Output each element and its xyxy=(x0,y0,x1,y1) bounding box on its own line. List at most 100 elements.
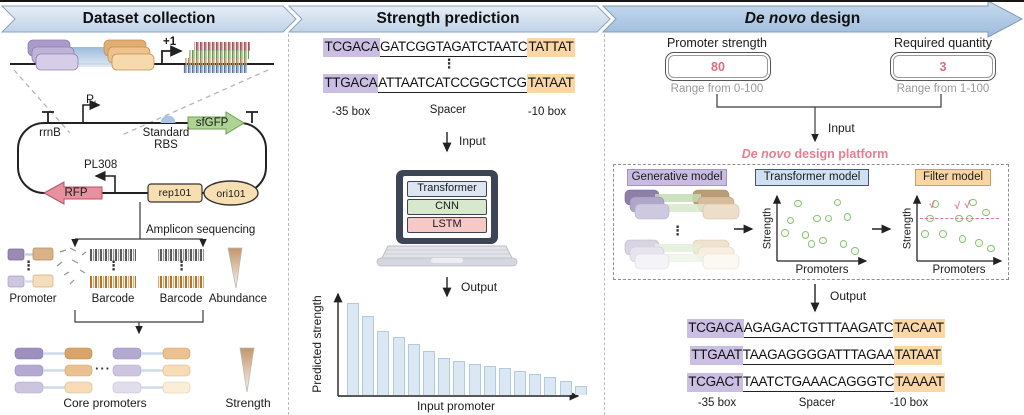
tss-arrow xyxy=(161,45,183,64)
check-icon: √ xyxy=(964,199,971,211)
bar xyxy=(453,361,466,395)
scatter1-xlabel: Promoters xyxy=(795,264,849,276)
data-point xyxy=(987,244,995,253)
input-sequence-row: TCGACA GATCGGTAGATCTAATC TATTAT xyxy=(295,38,603,57)
ori101-label: ori101 xyxy=(216,188,246,200)
bar xyxy=(362,316,375,395)
strength-label: Strength xyxy=(225,396,271,410)
input-label-p2: Input xyxy=(459,134,486,148)
output-label-p3: Output xyxy=(830,289,867,303)
rfp-label: RFP xyxy=(64,187,88,199)
data-point xyxy=(969,198,977,207)
banner-step-dataset: Dataset collection xyxy=(82,10,216,27)
barcode-col-label-2: Barcode xyxy=(159,293,203,305)
bar xyxy=(377,331,390,395)
minus10-box-label: -10 box xyxy=(527,106,567,118)
model-cnn: CNN xyxy=(407,199,487,215)
spacer-seq: TAAGAGGGGATTTAGAA xyxy=(742,346,894,365)
panel-divider-2 xyxy=(604,34,605,415)
vdots-sequences-p2: ⋮ xyxy=(442,56,456,71)
rbs-label-line1: Standard xyxy=(142,127,190,139)
bar xyxy=(529,374,542,395)
output-sequence-row: TTGAAT TAAGAGGGGATTTAGAA TATAAT xyxy=(686,346,946,365)
minus35-seq: TCGACA xyxy=(687,319,744,338)
vdots-barcode1: ⋮ xyxy=(107,258,120,273)
generative-model-stacks xyxy=(624,189,740,270)
core-promoter-library xyxy=(14,347,255,394)
data-point xyxy=(819,236,827,244)
data-point xyxy=(794,199,802,208)
bar xyxy=(422,351,435,395)
abundance-gradient-triangle xyxy=(227,247,243,289)
terminator-left-icon xyxy=(42,111,54,123)
bar xyxy=(574,386,587,395)
read-fragments xyxy=(56,247,87,285)
top-border-line xyxy=(0,0,1024,2)
barcode-strip-2b xyxy=(158,276,204,288)
barcode-ribbons xyxy=(183,42,250,73)
minus35-seq: TCGACT xyxy=(687,373,743,392)
pl308-label: PL308 xyxy=(84,159,118,171)
platform-title: De novo design platform xyxy=(690,148,940,161)
minus10-seq: TATAAT xyxy=(526,74,575,93)
process-banner xyxy=(0,0,1024,38)
data-point xyxy=(958,235,967,243)
abundance-col-label: Abundance xyxy=(208,293,268,305)
data-point xyxy=(813,214,821,223)
bar xyxy=(514,371,527,395)
promoter-strength-range: Range from 0-100 xyxy=(670,83,764,95)
minus35-library-stack xyxy=(27,39,79,71)
minus10-library-stack xyxy=(103,39,155,71)
plasmid-map xyxy=(17,99,267,206)
core-promoters-label: Core promoters xyxy=(63,396,147,410)
scatter-axes-filter xyxy=(912,194,1003,266)
scatter-axes-transformer xyxy=(772,194,868,266)
platform-title-italic: De novo xyxy=(741,147,792,161)
minus35-seq: TTGAAT xyxy=(690,346,743,365)
scatter2-xlabel: Promoters xyxy=(932,264,986,276)
promoter-strength-value: 80 xyxy=(668,55,768,78)
bar xyxy=(498,368,511,395)
data-point xyxy=(851,247,859,255)
core-promoter-row xyxy=(112,347,191,394)
ori101-ellipse xyxy=(203,180,259,206)
data-point xyxy=(843,213,852,221)
bar xyxy=(438,358,451,395)
data-point xyxy=(807,240,816,248)
bar xyxy=(559,381,572,395)
amplicon-label: Amplicon sequencing xyxy=(146,224,256,236)
data-point xyxy=(839,240,848,248)
scatter2-ylabel: Strength xyxy=(901,207,914,250)
core-promoter-row xyxy=(14,347,93,394)
bar xyxy=(347,303,359,395)
sequencing-reads xyxy=(7,247,243,289)
banner-step-prediction: Strength prediction xyxy=(376,10,520,27)
data-point xyxy=(786,216,795,225)
minus35-box-label: -35 box xyxy=(331,106,371,118)
bar-chart-ylabel: Predicted strength xyxy=(310,295,324,393)
minus10-box-label-p3: -10 box xyxy=(889,397,929,409)
required-quantity-range: Range from 1-100 xyxy=(896,83,990,95)
minus10-seq: TATTAT xyxy=(527,38,575,57)
data-point xyxy=(982,208,990,217)
platform-title-rest: design platform xyxy=(791,147,889,161)
hdots-core-promoters: ··· xyxy=(95,361,111,376)
pl308-promoter-arrow xyxy=(94,170,116,193)
spacer-seq: TAATCTGAAACAGGGTC xyxy=(742,373,894,392)
minus35-seq: TCGACA xyxy=(323,38,380,57)
output-sequence-row: TCGACT TAATCTGAAACAGGGTC TAAAAT xyxy=(686,373,946,392)
promoter-strength-input: 80 xyxy=(665,52,771,81)
spacer-seq: GATCGGTAGATCTAATC xyxy=(379,38,528,57)
rbs-dome-icon xyxy=(160,115,176,123)
output-sequence-row: TCGACA AGAGACTGTTTAAGATC TACAAT xyxy=(686,319,946,338)
platform-dashed-box xyxy=(613,164,1009,280)
bar xyxy=(468,364,481,395)
bar xyxy=(392,337,405,395)
rfp-gene-arrow xyxy=(42,181,103,205)
promoter-pair-row2 xyxy=(7,274,54,288)
spacer-box-label-p3: Spacer xyxy=(798,397,836,409)
vdots-pairs: ⋮ xyxy=(22,258,35,273)
banner-denovo-rest: design xyxy=(805,10,861,27)
bar-chart-bars xyxy=(341,295,587,395)
